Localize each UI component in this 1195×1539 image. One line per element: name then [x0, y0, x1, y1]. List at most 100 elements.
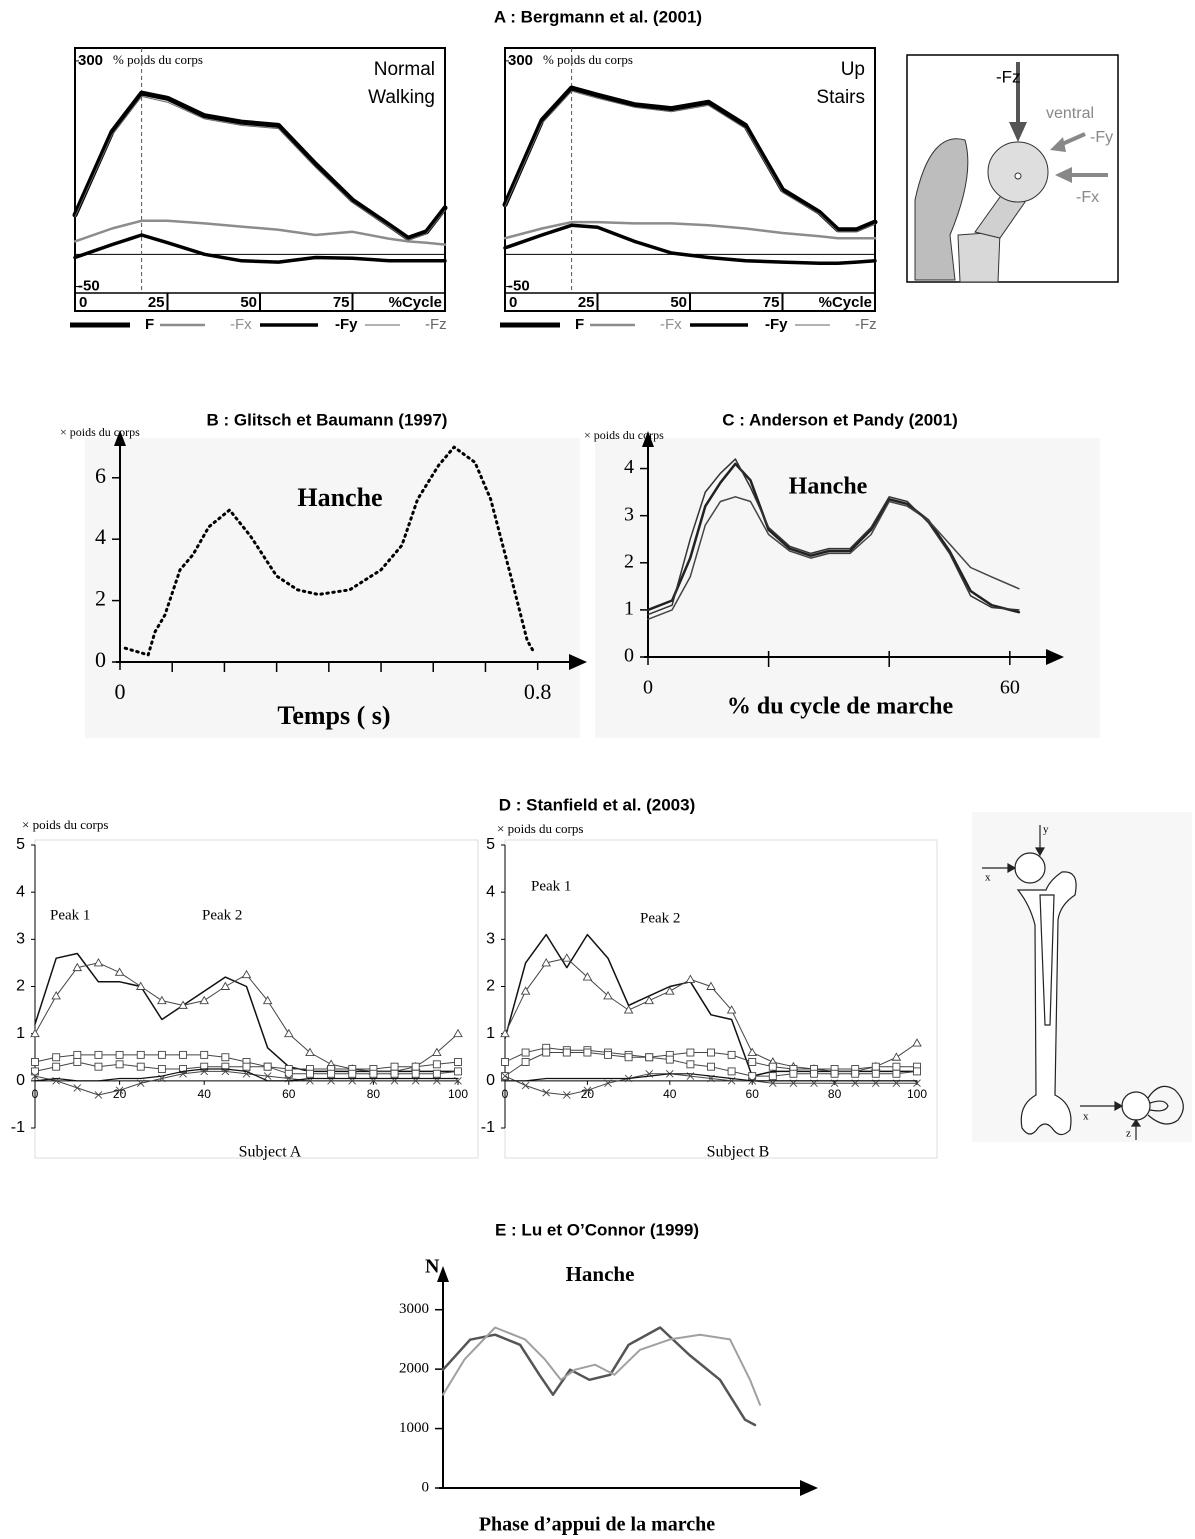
square-marker — [624, 1053, 633, 1062]
annotation: Normal — [374, 59, 435, 80]
x-tick-label: 0 — [115, 679, 126, 704]
square-marker — [73, 1050, 82, 1059]
y-tick-label: 1 — [486, 1025, 495, 1042]
triangle-marker — [284, 1028, 294, 1038]
y-tick-label: 0 — [16, 1072, 25, 1089]
y-tick-label: -1 — [11, 1119, 25, 1136]
square-marker — [411, 1062, 420, 1071]
chart: 0 2 4 6 0 0.8 × poids du corps Temps ( s) Hanche — [60, 425, 587, 738]
square-marker — [727, 1050, 736, 1059]
triangle-marker — [305, 1047, 315, 1056]
y-tick-label: 2 — [95, 586, 106, 611]
square-marker — [306, 1069, 314, 1078]
square-marker — [411, 1069, 420, 1078]
arrowhead — [1007, 862, 1017, 874]
x-axis-label: Phase d’appui de la marche — [479, 1514, 715, 1536]
square-marker — [830, 1069, 839, 1078]
square-marker — [94, 1050, 103, 1059]
triangle-marker — [582, 972, 593, 981]
panel-heading: C : Anderson et Pandy (2001) — [722, 410, 958, 429]
diagram-label: y — [1043, 824, 1049, 836]
data-line — [647, 458, 1020, 616]
y-axis-label: × poids du corps — [497, 821, 583, 836]
annotation: Hanche — [789, 474, 868, 500]
x-axis-label: Subject B — [707, 1144, 770, 1161]
y-tick-label: 4 — [486, 883, 495, 900]
annotation: Peak 2 — [640, 910, 680, 926]
data-line — [72, 90, 448, 241]
triangle-marker — [562, 953, 572, 962]
legend-label: F — [575, 316, 584, 333]
square-marker — [562, 1048, 571, 1057]
x-tick-label: 20 — [113, 1087, 127, 1101]
square-marker — [645, 1053, 654, 1062]
triangle-marker — [500, 1028, 510, 1038]
square-marker — [369, 1069, 378, 1078]
y-tick-label: 2 — [486, 978, 495, 995]
legend-label: F — [145, 316, 154, 333]
square-marker — [284, 1069, 293, 1078]
data-line — [503, 223, 877, 266]
y-tick-label: 300 — [78, 52, 103, 69]
y-tick-label: 2 — [624, 550, 634, 572]
diagram-label: -Fx — [1076, 189, 1099, 206]
cross-marker — [263, 1072, 272, 1080]
square-marker — [583, 1048, 592, 1057]
implant-stem — [1039, 894, 1055, 1026]
x-tick-label: 0 — [32, 1087, 39, 1101]
square-marker — [501, 1058, 509, 1066]
cross-marker — [94, 1091, 103, 1099]
head-center — [1014, 172, 1022, 180]
diagram-label: -Fy — [1090, 129, 1113, 146]
triangle-marker — [72, 962, 83, 972]
y-tick-label: 1000 — [399, 1420, 429, 1436]
panel-heading: A : Bergmann et al. (2001) — [494, 7, 702, 26]
y-tick-label: 2 — [16, 978, 25, 995]
y-tick-label: 0 — [95, 647, 106, 672]
plot-background — [85, 438, 580, 738]
square-marker — [115, 1050, 124, 1059]
triangle-marker — [199, 995, 209, 1005]
annotation: Walking — [368, 87, 435, 108]
square-marker — [748, 1072, 757, 1081]
arrowhead — [1055, 167, 1072, 183]
triangle-marker — [665, 986, 675, 995]
legend-label: -Fy — [765, 316, 788, 333]
triangle-marker — [135, 981, 146, 990]
y-tick-label: 5 — [16, 836, 25, 853]
legend-label: -Fy — [335, 316, 358, 333]
chart: 0 1 2 3 4 0 60 × poids du corps % du cycle de ma… — [584, 428, 1100, 738]
cross-marker — [583, 1086, 592, 1095]
x-axis-label: Subject A — [239, 1144, 302, 1161]
chart: -1 0 1 2 3 4 5 0 20 40 60 80 100 × poids du corps Subj… — [11, 817, 479, 1161]
annotation: Peak 2 — [202, 907, 242, 923]
axis-arrow — [437, 1266, 449, 1282]
square-marker — [327, 1069, 336, 1078]
cross-marker — [136, 1079, 145, 1088]
square-marker — [52, 1053, 61, 1062]
square-marker — [94, 1062, 103, 1071]
x-tick-label: 60 — [282, 1087, 296, 1101]
x-tick-label: 40 — [663, 1087, 677, 1101]
x-tick-label: 20 — [581, 1087, 595, 1101]
annotation: Hanche — [297, 483, 382, 512]
square-marker — [432, 1060, 441, 1069]
diagram-label: z — [1126, 1128, 1131, 1140]
triangle-marker — [603, 991, 613, 1000]
triangle-marker — [541, 958, 551, 967]
y-tick-label: -50 — [508, 278, 530, 295]
triangle-marker — [623, 1005, 634, 1014]
triangle-marker — [51, 991, 61, 1000]
x-tick-label: 60 — [1000, 677, 1020, 699]
femur — [1016, 871, 1077, 1136]
square-marker — [871, 1062, 880, 1071]
square-marker — [521, 1058, 530, 1066]
square-marker — [242, 1062, 251, 1071]
pelvis — [914, 138, 969, 281]
data-line — [73, 233, 447, 264]
y-tick-label: 0 — [486, 1072, 495, 1089]
y-tick-label: 4 — [16, 883, 25, 900]
arrowhead — [1130, 1118, 1142, 1127]
arrowhead — [1050, 137, 1066, 152]
